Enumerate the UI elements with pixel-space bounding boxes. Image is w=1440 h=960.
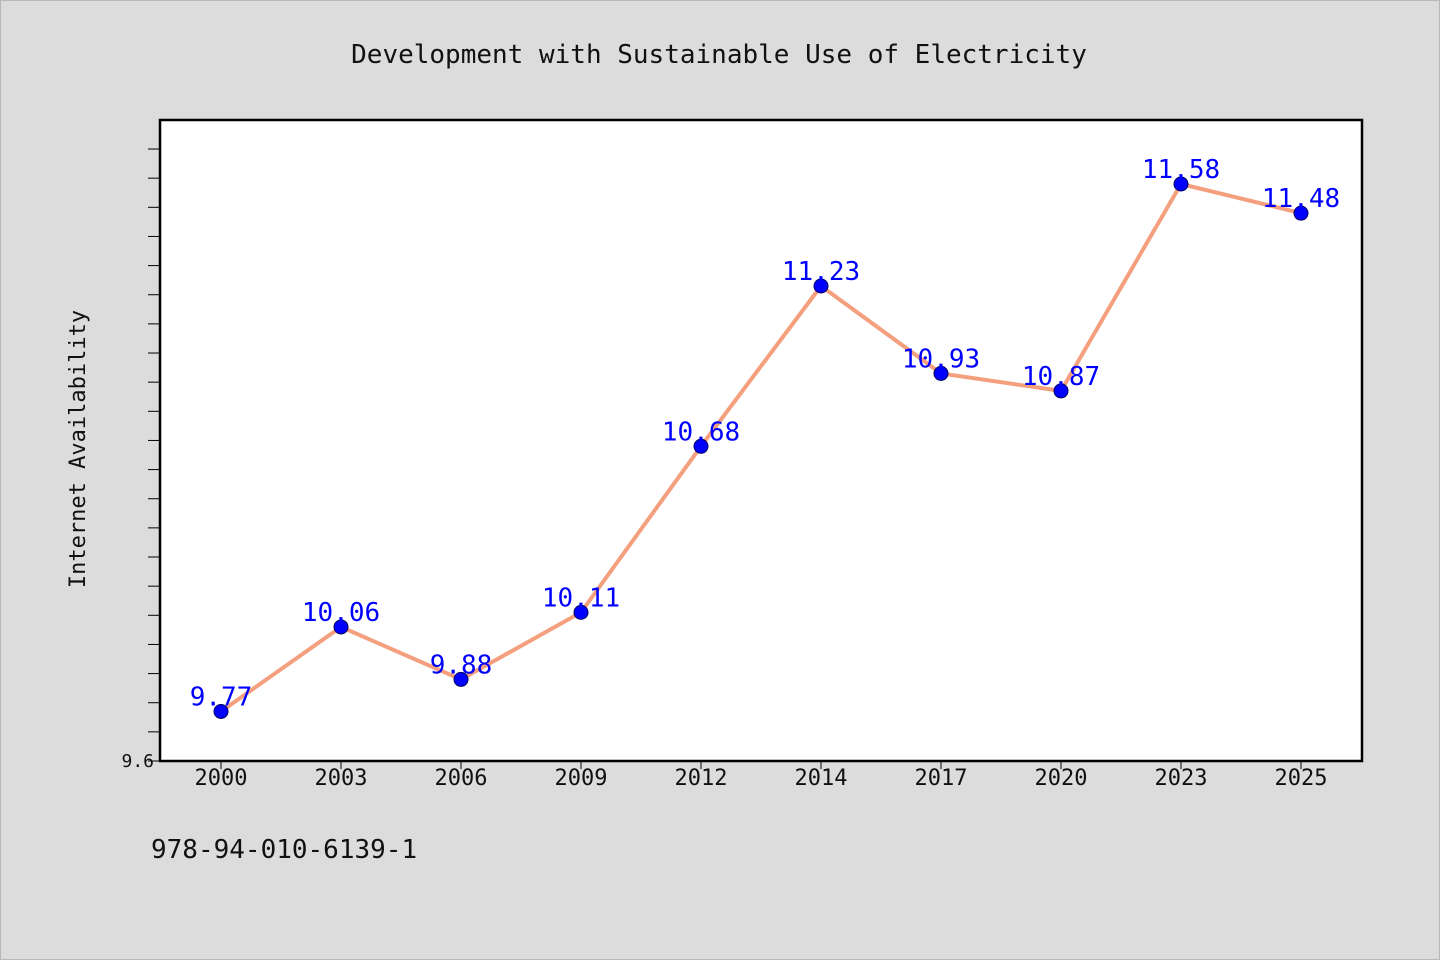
x-tick-label: 2009 [555, 766, 608, 791]
x-tick-label: 2017 [915, 766, 968, 791]
data-label: 11.48 [1262, 184, 1340, 214]
isbn-footnote: 978-94-010-6139-1 [151, 835, 418, 865]
data-label-layer: 9.77 10.06 9.88 10.11 10.68 11.23 10.93 10.87 11… [190, 155, 1340, 712]
data-point [573, 604, 589, 620]
data-label: 10.68 [662, 417, 740, 447]
y-tick-label: 9.6 [121, 751, 154, 772]
x-tick-label: 2023 [1155, 766, 1208, 791]
chart-title: Development with Sustainable Use of Elec… [351, 40, 1087, 70]
x-tick-label: 2014 [795, 766, 848, 791]
plot-frame [158, 118, 1364, 763]
data-label: 10.87 [1022, 362, 1100, 392]
data-point [693, 438, 709, 454]
plot-area [160, 120, 1362, 761]
data-point [1173, 176, 1189, 192]
x-tick-label: 2012 [675, 766, 728, 791]
x-tick-label: 2006 [435, 766, 488, 791]
data-point [1293, 205, 1309, 221]
x-tick-label: 2025 [1275, 766, 1328, 791]
data-label: 10.93 [902, 344, 980, 374]
x-tick-label: 2020 [1035, 766, 1088, 791]
x-tick-label: 2003 [315, 766, 368, 791]
data-label: 10.06 [302, 598, 380, 628]
series-layer [213, 176, 1309, 719]
axis-layer: 9.6 2000 2003 2006 2009 2012 2014 2017 2020 2023 2… [121, 148, 1328, 791]
data-label: 9.77 [190, 682, 253, 712]
data-point [813, 278, 829, 294]
data-point [213, 703, 229, 719]
data-point [453, 671, 469, 687]
data-point [333, 619, 349, 635]
series-line [219, 182, 1303, 714]
x-tick-label: 2000 [195, 766, 248, 791]
data-label: 10.11 [542, 583, 620, 613]
data-label: 9.88 [430, 650, 493, 680]
data-label: 11.58 [1142, 155, 1220, 185]
data-point [1053, 383, 1069, 399]
data-label: 11.23 [782, 257, 860, 287]
data-point [933, 365, 949, 381]
y-axis-label: Internet Availability [66, 310, 91, 588]
